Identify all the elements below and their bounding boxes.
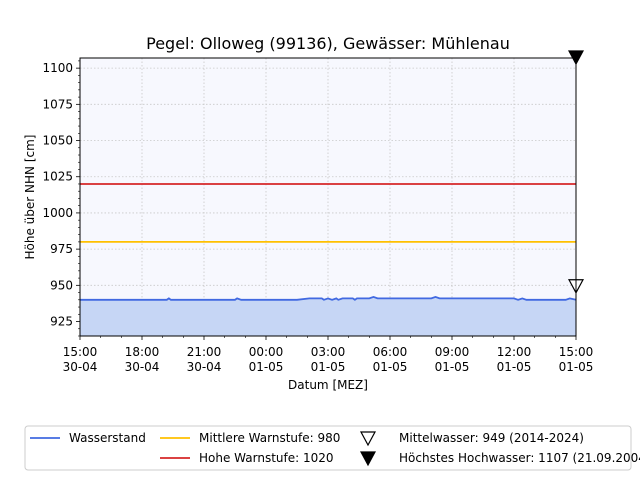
x-tick-label-date: 01-05 [249,360,284,374]
y-tick-label: 1075 [42,97,73,111]
plot-frame [79,57,577,337]
y-tick-label: 1050 [42,134,73,148]
legend-wasserstand: Wasserstand [30,431,146,445]
x-axis-label: Datum [MEZ] [288,378,368,392]
legend-highest-flood: Höchstes Hochwasser: 1107 (21.09.2004) [359,451,640,467]
legend-swatch-icon [359,451,377,467]
grid-lines [79,58,577,336]
y-tick-label: 950 [50,278,73,292]
water-level-fill [80,296,576,336]
x-tick-label-date: 01-05 [373,360,408,374]
x-tick-label-time: 12:00 [497,345,532,359]
series-lines [80,183,577,301]
legend-label: Mittlere Warnstufe: 980 [199,431,340,445]
x-tick-label-date: 30-04 [63,360,98,374]
x-tick-label-time: 09:00 [435,345,470,359]
legend-mid-warning: Mittlere Warnstufe: 980 [160,431,340,445]
y-tick-label: 1000 [42,206,73,220]
legend-label: Höchstes Hochwasser: 1107 (21.09.2004) [399,451,640,465]
x-tick-label-date: 30-04 [125,360,160,374]
y-tick-label: 1025 [42,170,73,184]
x-tick-label-time: 00:00 [249,345,284,359]
y-axis-label: Höhe über NHN [cm] [23,135,37,260]
legend-box [24,425,632,471]
x-tick-label-time: 18:00 [125,345,160,359]
x-tick-label-time: 21:00 [187,345,222,359]
legend-high-warning: Hohe Warnstufe: 1020 [160,451,334,465]
plot-background [80,58,576,336]
legend-label: Hohe Warnstufe: 1020 [199,451,334,465]
x-tick-label-time: 06:00 [373,345,408,359]
chart-title: Pegel: Olloweg (99136), Gewässer: Mühlen… [146,34,510,53]
y-tick-label: 1100 [42,61,73,75]
water-level-line [80,295,577,301]
y-tick-label: 975 [50,242,73,256]
x-tick-label-date: 01-05 [311,360,346,374]
x-tick-label-time: 15:00 [63,345,98,359]
x-tick-label-time: 15:00 [559,345,594,359]
x-tick-label-date: 01-05 [435,360,470,374]
x-tick-label-date: 01-05 [497,360,532,374]
x-tick-label-date: 30-04 [187,360,222,374]
legend-swatch-icon [359,431,377,447]
y-tick-label: 925 [50,315,73,329]
legend-label: Wasserstand [69,431,146,445]
legend-label: Mittelwasser: 949 (2014-2024) [399,431,584,445]
x-tick-label-time: 03:00 [311,345,346,359]
legend-mean-water: Mittelwasser: 949 (2014-2024) [359,431,584,447]
legend: Wasserstand Mittlere Warnstufe: 980 Hohe W… [24,425,640,471]
x-tick-label-date: 01-05 [559,360,594,374]
water-level-area [80,296,576,336]
axes: 9259509751000102510501075110015:0030-041… [42,57,594,374]
